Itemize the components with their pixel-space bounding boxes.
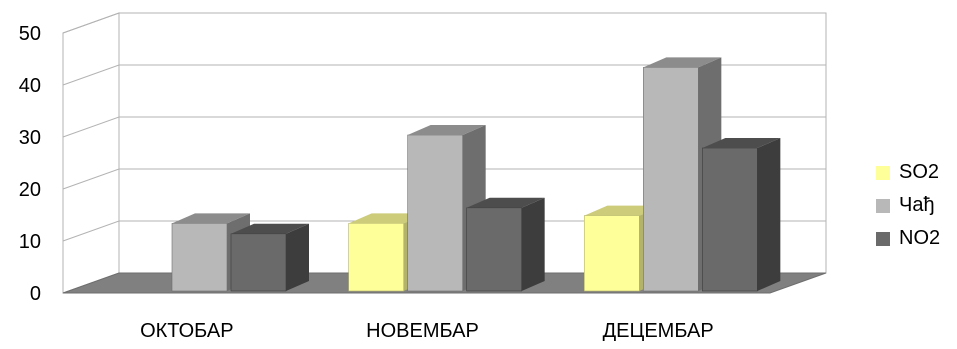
bar-front: [171, 223, 228, 292]
chart-bars: [171, 57, 781, 292]
bar-side: [521, 197, 545, 291]
bar-front: [466, 207, 522, 292]
y-tick-label-20: 20: [19, 179, 41, 201]
bar-top: [407, 125, 486, 135]
legend-swatch: [876, 231, 890, 246]
bar-side: [286, 223, 309, 291]
bar-front: [348, 223, 404, 292]
bar-top: [348, 213, 427, 224]
bar-top: [231, 223, 309, 234]
y-tick-label-30: 30: [19, 127, 41, 149]
gridline-40: [62, 64, 826, 86]
legend-item-2: Чађ: [876, 189, 956, 222]
bar-front: [643, 67, 699, 292]
x-tick-label-1: ОКТОБАР: [140, 320, 233, 342]
y-axis-labels: 0 10 20 30 40 50: [19, 23, 41, 305]
bar-front: [407, 134, 463, 292]
legend-label: Чађ: [899, 194, 935, 216]
legend-label: SO2: [899, 161, 940, 183]
y-tick-label-40: 40: [19, 75, 41, 97]
bar-front: [584, 215, 640, 292]
y-tick-label-0: 0: [30, 283, 41, 305]
gridline-30: [62, 116, 826, 138]
x-axis-labels: ОКТОБАР НОВЕМБАР ДЕЦЕМБАР: [140, 320, 714, 342]
bar-NO2-ОКТОБАР: [230, 223, 309, 292]
bar-top: [172, 213, 250, 224]
legend-item-1: SO2: [876, 156, 956, 189]
bar-top: [584, 205, 663, 216]
legend-swatch: [876, 165, 890, 180]
bar-front: [230, 233, 287, 292]
legend-label: NO2: [899, 227, 941, 249]
y-tick-label-50: 50: [19, 23, 41, 45]
legend-item-3: NO2: [876, 222, 956, 255]
bar-NO2-ДЕЦЕМБАР: [702, 138, 781, 292]
gridline-50: [62, 12, 826, 34]
bar-top: [702, 138, 781, 148]
bar-NO2-НОВЕМБАР: [466, 197, 545, 292]
x-tick-label-3: ДЕЦЕМБАР: [603, 320, 714, 342]
side-wall: [62, 12, 120, 294]
legend: SO2 Чађ NO2: [876, 156, 956, 255]
bar-top: [643, 57, 722, 68]
legend-swatch: [876, 198, 890, 213]
bar-Чађ-ОКТОБАР: [171, 213, 250, 292]
bar-side: [757, 138, 781, 291]
bar-front: [702, 147, 758, 292]
bar-top: [466, 197, 545, 208]
x-tick-label-2: НОВЕМБАР: [366, 320, 479, 342]
gridline-20: [62, 168, 826, 190]
y-tick-label-10: 10: [19, 231, 41, 253]
